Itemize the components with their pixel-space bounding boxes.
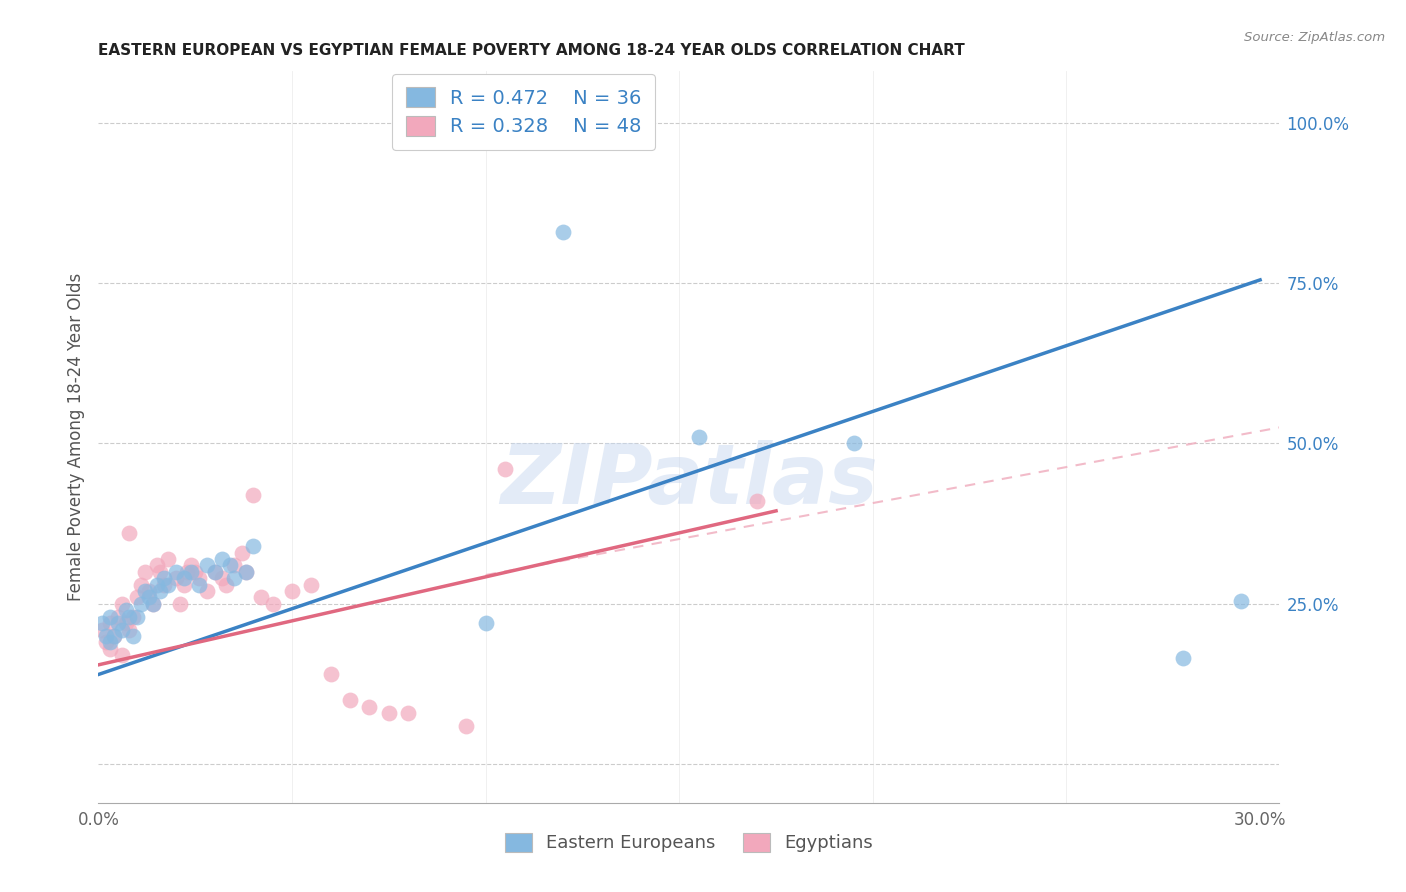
Y-axis label: Female Poverty Among 18-24 Year Olds: Female Poverty Among 18-24 Year Olds: [66, 273, 84, 601]
Point: [157, 552, 180, 566]
Point: [204, 565, 226, 579]
Point: [165, 565, 187, 579]
Point: [122, 609, 145, 624]
Point: [1171, 651, 1194, 665]
Point: [180, 558, 202, 573]
Point: [145, 558, 167, 573]
Point: [184, 565, 207, 579]
Point: [96, 629, 118, 643]
Point: [215, 577, 238, 591]
Point: [157, 577, 180, 591]
Legend: Eastern Europeans, Egyptians: Eastern Europeans, Egyptians: [498, 826, 880, 860]
Point: [149, 565, 172, 579]
Point: [118, 623, 141, 637]
Point: [129, 597, 152, 611]
Point: [138, 584, 160, 599]
Point: [339, 693, 361, 707]
Point: [842, 436, 865, 450]
Point: [118, 526, 141, 541]
Point: [222, 571, 245, 585]
Point: [211, 571, 233, 585]
Point: [180, 565, 202, 579]
Point: [142, 597, 165, 611]
Point: [204, 565, 226, 579]
Point: [299, 577, 322, 591]
Point: [91, 623, 114, 637]
Point: [96, 635, 118, 649]
Text: Source: ZipAtlas.com: Source: ZipAtlas.com: [1244, 31, 1385, 45]
Point: [551, 225, 574, 239]
Point: [281, 584, 304, 599]
Point: [107, 609, 129, 624]
Point: [103, 629, 125, 643]
Point: [134, 584, 156, 599]
Point: [211, 552, 233, 566]
Point: [474, 616, 496, 631]
Point: [111, 623, 134, 637]
Text: EASTERN EUROPEAN VS EGYPTIAN FEMALE POVERTY AMONG 18-24 YEAR OLDS CORRELATION CH: EASTERN EUROPEAN VS EGYPTIAN FEMALE POVE…: [98, 43, 965, 58]
Point: [1229, 593, 1251, 607]
Point: [122, 629, 145, 643]
Point: [456, 719, 478, 733]
Point: [222, 558, 245, 573]
Point: [173, 577, 195, 591]
Point: [98, 616, 121, 631]
Point: [98, 609, 121, 624]
Point: [91, 616, 114, 631]
Point: [107, 616, 129, 631]
Point: [231, 545, 253, 559]
Point: [98, 635, 121, 649]
Point: [262, 597, 284, 611]
Point: [103, 629, 125, 643]
Point: [235, 565, 257, 579]
Point: [134, 565, 156, 579]
Point: [319, 667, 342, 681]
Point: [127, 609, 149, 624]
Point: [129, 577, 152, 591]
Point: [188, 577, 211, 591]
Point: [219, 558, 242, 573]
Point: [195, 584, 218, 599]
Point: [118, 609, 141, 624]
Point: [145, 577, 167, 591]
Point: [149, 584, 172, 599]
Point: [242, 488, 264, 502]
Point: [111, 648, 134, 663]
Point: [188, 571, 211, 585]
Point: [250, 591, 273, 605]
Point: [235, 565, 257, 579]
Point: [153, 571, 176, 585]
Point: [114, 616, 136, 631]
Point: [688, 430, 710, 444]
Point: [142, 597, 165, 611]
Point: [176, 565, 198, 579]
Point: [98, 641, 121, 656]
Point: [359, 699, 381, 714]
Text: ZIPatlas: ZIPatlas: [501, 441, 877, 522]
Point: [378, 706, 401, 720]
Point: [396, 706, 419, 720]
Point: [165, 571, 187, 585]
Point: [494, 462, 516, 476]
Point: [242, 539, 264, 553]
Point: [195, 558, 218, 573]
Point: [114, 603, 136, 617]
Point: [138, 591, 160, 605]
Point: [169, 597, 191, 611]
Point: [153, 577, 176, 591]
Point: [111, 597, 134, 611]
Point: [127, 591, 149, 605]
Point: [173, 571, 195, 585]
Point: [745, 494, 768, 508]
